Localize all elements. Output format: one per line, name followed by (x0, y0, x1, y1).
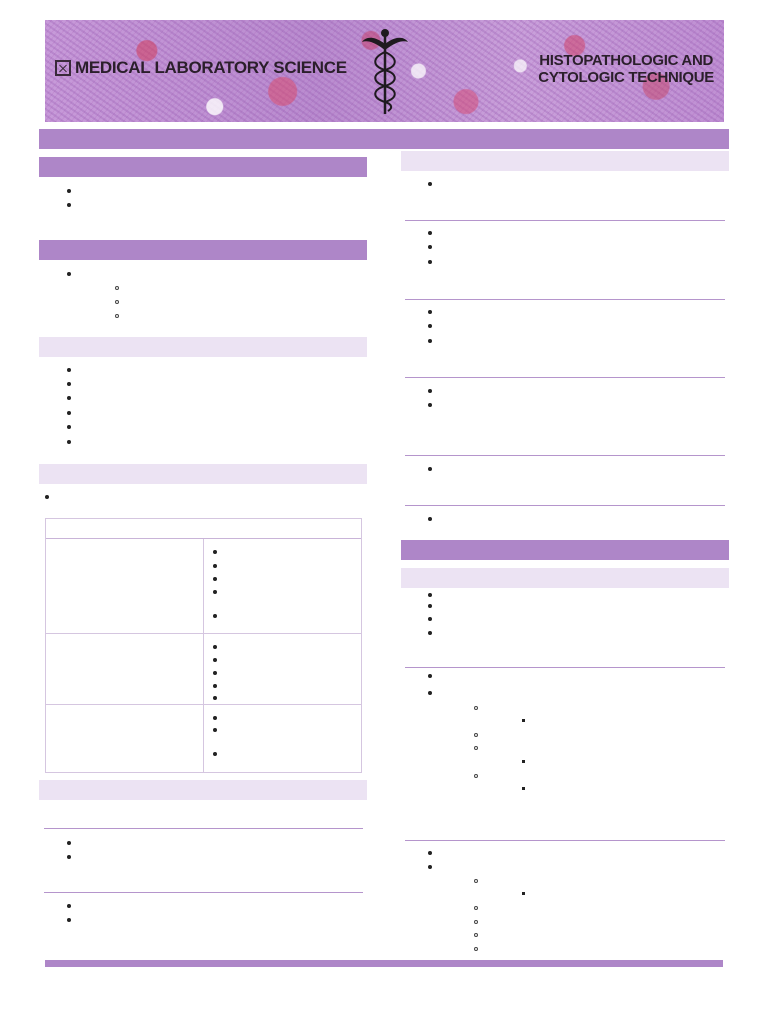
sub-bullet (474, 706, 478, 710)
bullet (67, 396, 71, 400)
table-bullet (213, 728, 217, 732)
table-bullet (213, 684, 217, 688)
bullet (67, 855, 71, 859)
left-section-bar-2 (39, 240, 367, 260)
table-header-row (46, 519, 361, 539)
left-divider-2 (44, 892, 363, 893)
bullet (67, 203, 71, 207)
bullet (67, 841, 71, 845)
banner-right-title: HISTOPATHOLOGIC AND CYTOLOGIC TECHNIQUE (538, 52, 714, 86)
footer-bar (45, 960, 723, 967)
bullet (67, 918, 71, 922)
right-subsection-bar-1 (401, 151, 729, 171)
header-banner: MEDICAL LABORATORY SCIENCE HISTOPATHOLOG… (45, 20, 724, 122)
sub-bullet (115, 286, 119, 290)
table-row-divider (46, 704, 361, 705)
table-bullet (213, 550, 217, 554)
table-bullet (213, 590, 217, 594)
table-bullet (213, 564, 217, 568)
table-bullet (213, 658, 217, 662)
sub-bullet (474, 920, 478, 924)
left-subsection-bar-1 (39, 337, 367, 357)
bullet (428, 617, 432, 621)
sub-bullet (474, 774, 478, 778)
bullet (428, 593, 432, 597)
right-divider-6 (405, 667, 725, 668)
bullet (428, 674, 432, 678)
bullet (67, 904, 71, 908)
table-bullet (213, 716, 217, 720)
bullet (67, 368, 71, 372)
bullet (428, 339, 432, 343)
right-divider-7 (405, 840, 725, 841)
banner-right-title-line1: HISTOPATHOLOGIC AND (539, 52, 714, 69)
right-divider-1 (405, 220, 725, 221)
left-divider-1 (44, 828, 363, 829)
right-subsection-bar-2 (401, 568, 729, 588)
banner-right-title-line2: CYTOLOGIC TECHNIQUE (538, 69, 714, 86)
top-section-bar (39, 129, 729, 149)
bullet (428, 310, 432, 314)
sub-bullet (115, 314, 119, 318)
right-divider-5 (405, 505, 725, 506)
sub-bullet (474, 906, 478, 910)
sub-bullet (115, 300, 119, 304)
bullet (67, 411, 71, 415)
bullet (428, 467, 432, 471)
sub-bullet (474, 746, 478, 750)
sub-sub-bullet (522, 892, 525, 895)
right-section-bar-1 (401, 540, 729, 560)
sub-bullet (474, 733, 478, 737)
sub-bullet (474, 879, 478, 883)
left-subsection-bar-3 (39, 780, 367, 800)
right-divider-3 (405, 377, 725, 378)
bullet (428, 389, 432, 393)
table-bullet (213, 614, 217, 618)
bullet (428, 604, 432, 608)
sub-sub-bullet (522, 719, 525, 722)
left-subsection-bar-2 (39, 464, 367, 484)
left-section-bar-1 (39, 157, 367, 177)
sub-bullet (474, 933, 478, 937)
table-column-divider (203, 539, 204, 773)
banner-left-group: MEDICAL LABORATORY SCIENCE (55, 58, 347, 78)
caduceus-icon (362, 29, 408, 114)
info-table (45, 518, 362, 773)
framed-cross-logo-icon (55, 60, 71, 76)
banner-left-title: MEDICAL LABORATORY SCIENCE (75, 58, 347, 77)
sub-sub-bullet (522, 760, 525, 763)
bullet (67, 440, 71, 444)
table-row-divider (46, 633, 361, 634)
sub-bullet (474, 947, 478, 951)
table-bullet (213, 645, 217, 649)
bullet (428, 865, 432, 869)
bullet (67, 425, 71, 429)
table-bullet (213, 577, 217, 581)
bullet (428, 231, 432, 235)
bullet (428, 403, 432, 407)
bullet (67, 382, 71, 386)
sub-sub-bullet (522, 787, 525, 790)
bullet (67, 272, 71, 276)
bullet (45, 495, 49, 499)
table-bullet (213, 752, 217, 756)
bullet (428, 851, 432, 855)
bullet (67, 189, 71, 193)
bullet (428, 324, 432, 328)
bullet (428, 182, 432, 186)
right-divider-2 (405, 299, 725, 300)
bullet (428, 260, 432, 264)
bullet (428, 691, 432, 695)
table-bullet (213, 671, 217, 675)
table-bullet (213, 696, 217, 700)
right-divider-4 (405, 455, 725, 456)
bullet (428, 245, 432, 249)
bullet (428, 631, 432, 635)
bullet (428, 517, 432, 521)
